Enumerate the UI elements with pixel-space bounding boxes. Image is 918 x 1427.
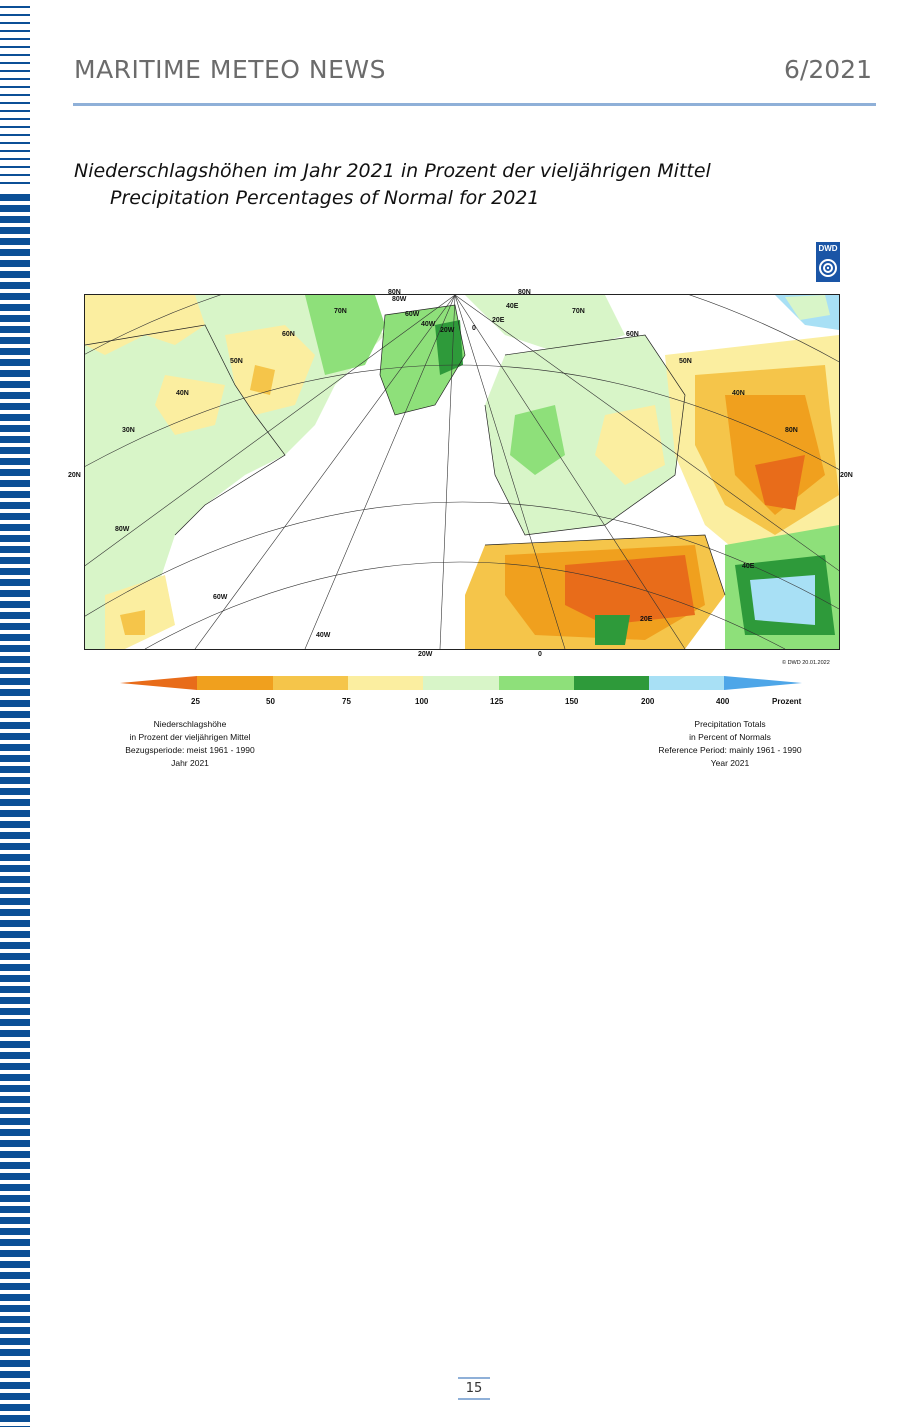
side-stripe-thin [0,0,30,190]
note-de-line3: Bezugsperiode: meist 1961 - 1990 [125,745,255,755]
region-arctic-canada [305,295,385,375]
side-stripe-thick [0,190,30,1427]
lon-label-80e-right: 80N [785,427,798,434]
lon-label-20e-bottom: 20E [640,616,653,623]
lat-label-40n-right: 40N [732,390,745,397]
dwd-logo-text: DWD [818,244,838,253]
note-de-line2: in Prozent der vieljährigen Mittel [129,732,251,742]
note-de-line4: Jahr 2021 [171,758,209,768]
region-west-europe-wet [510,405,565,475]
page-number: 15 [458,1377,490,1400]
note-en-line3: Reference Period: mainly 1961 - 1990 [658,745,802,755]
lon-label-80w-top: 80W [392,296,407,303]
lon-label-20e-top: 20E [492,317,505,324]
lon-label-40w-top: 40W [421,321,436,328]
legend-note-english: Precipitation Totals in Percent of Norma… [630,718,830,770]
region-middle-east-blue [750,575,815,625]
lon-label-60w-top: 60W [405,311,420,318]
region-sa-orange [120,610,145,635]
spiral-icon [819,259,837,277]
region-greenland-wet [435,320,463,375]
lon-label-0-top: 0 [472,325,476,332]
lon-label-20w-top: 20W [440,327,455,334]
lat-label-40n-left: 40N [176,390,189,397]
issue-number: 6/2021 [784,55,872,84]
region-europe [485,335,685,535]
lon-label-40w-bottom: 40W [316,632,331,639]
lon-label-0-bottom: 0 [538,651,542,658]
note-de-line1: Niederschlagshöhe [153,719,227,729]
legend-tick-75: 75 [342,697,351,706]
caption-german: Niederschlagshöhen im Jahr 2021 in Proze… [74,160,711,182]
legend-tick-125: 125 [490,697,504,706]
map-credit: © DWD 20.01.2022 [782,660,830,666]
header-rule [73,103,876,106]
region-us-dry [155,375,225,435]
legend-color-bar [120,676,802,690]
region-arctic-white [785,295,830,320]
lon-label-40e-right: 40E [742,563,755,570]
precipitation-map [84,294,840,650]
legend-tick-400: 400 [716,697,730,706]
caption-english: Precipitation Percentages of Normal for … [110,187,540,209]
legend-note-german: Niederschlagshöhe in Prozent der vieljäh… [100,718,280,770]
region-sahara-driest [565,555,695,625]
region-north-america [85,295,385,649]
lon-label-40e-top: 40E [506,303,519,310]
region-canada-orange [250,365,275,395]
newsletter-title: MARITIME METEO NEWS [74,55,387,84]
lat-label-20n-right: 20N [840,472,853,479]
lat-label-60n-right: 60N [626,331,639,338]
legend-tick-200: 200 [641,697,655,706]
region-asia-drier [725,395,825,515]
legend-tick-50: 50 [266,697,275,706]
note-en-line1: Precipitation Totals [694,719,766,729]
lat-label-80n-top-right: 80N [518,289,531,296]
region-arctic [465,295,625,355]
lat-label-20n-left: 20N [68,472,81,479]
note-en-line4: Year 2021 [710,758,750,768]
lat-label-60n-left: 60N [282,331,295,338]
legend-tick-100: 100 [415,697,429,706]
region-africa-wet [595,615,630,645]
region-asia-driest [755,455,805,510]
dwd-logo: DWD [816,242,840,282]
lon-label-20w-bottom: 20W [418,651,433,658]
coastlines [85,304,726,596]
legend-tick-150: 150 [565,697,579,706]
lat-label-80n-top: 80N [388,289,401,296]
legend-tick-25: 25 [191,697,200,706]
lon-label-60w-bottom: 60W [213,594,228,601]
lon-label-80w-left: 80W [115,526,130,533]
lat-label-70n-right: 70N [572,308,585,315]
graticule [85,295,839,649]
note-en-line2: in Percent of Normals [689,732,771,742]
legend-unit: Prozent [772,697,802,706]
lat-label-50n-right: 50N [679,358,692,365]
region-east-europe-dry [595,405,665,485]
lat-label-70n-left: 70N [334,308,347,315]
map-canvas [85,295,839,649]
lat-label-50n-left: 50N [230,358,243,365]
lat-label-30n-left: 30N [122,427,135,434]
